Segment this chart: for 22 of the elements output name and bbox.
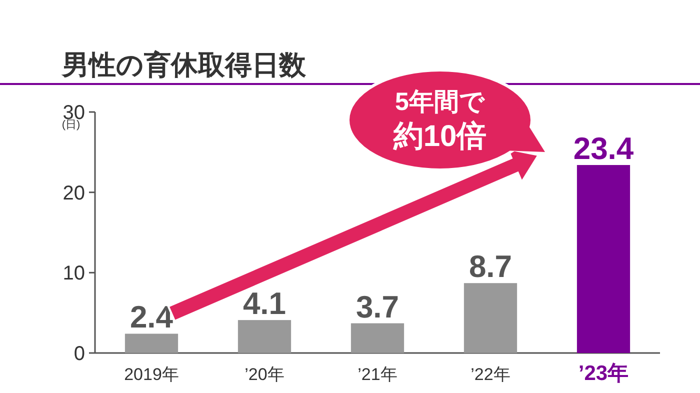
- annotation: 約10倍: [392, 120, 487, 153]
- y-tick-label: 20: [62, 182, 85, 204]
- bar: [238, 320, 292, 353]
- annotation: 5年間で: [395, 88, 486, 116]
- bar: [124, 334, 178, 353]
- x-tick-label: ’22年: [470, 365, 510, 384]
- data-label: 3.7: [356, 289, 400, 324]
- bar: [464, 283, 518, 353]
- x-tick-label: 2019年: [124, 365, 179, 384]
- data-label: 23.4: [573, 131, 634, 166]
- chart-title: 男性の育休取得日数: [61, 50, 307, 80]
- y-axis-title: (日): [62, 119, 80, 131]
- data-label: 8.7: [468, 249, 512, 284]
- bar: [350, 323, 404, 353]
- y-tick-label: 0: [74, 343, 85, 365]
- data-label: 4.1: [242, 286, 286, 322]
- y-tick-label: 10: [62, 262, 85, 285]
- x-tick-label: ’21年: [358, 365, 398, 384]
- x-tick-label: ’20年: [244, 365, 284, 384]
- bar: [576, 165, 630, 353]
- x-tick-label: ’23年: [578, 362, 629, 385]
- data-label: 2.4: [130, 300, 174, 335]
